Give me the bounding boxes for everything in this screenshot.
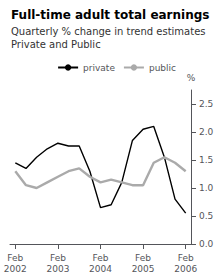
svg-text:Private and Public: Private and Public [11, 39, 101, 50]
svg-text:2005: 2005 [132, 264, 155, 274]
svg-text:2.5: 2.5 [199, 99, 213, 109]
svg-text:2002: 2002 [4, 264, 27, 274]
svg-text:Quarterly % change in trend es: Quarterly % change in trend estimates [11, 26, 206, 37]
svg-text:2003: 2003 [46, 264, 69, 274]
svg-text:2006: 2006 [174, 264, 197, 274]
svg-text:Feb: Feb [7, 253, 23, 263]
svg-text:Full-time adult total earnings: Full-time adult total earnings [11, 8, 209, 22]
svg-text:0.0: 0.0 [199, 239, 214, 249]
svg-text:Feb: Feb [50, 253, 66, 263]
svg-text:1.5: 1.5 [199, 155, 213, 165]
svg-text:2004: 2004 [89, 264, 112, 274]
svg-text:private: private [83, 63, 115, 73]
svg-text:Feb: Feb [135, 253, 151, 263]
svg-text:0.5: 0.5 [199, 211, 213, 221]
svg-text:2.0: 2.0 [199, 127, 214, 137]
svg-text:Feb: Feb [178, 253, 194, 263]
svg-text:Feb: Feb [93, 253, 109, 263]
svg-text:1.0: 1.0 [199, 183, 214, 193]
svg-text:%: % [187, 73, 196, 83]
svg-text:public: public [149, 63, 176, 73]
